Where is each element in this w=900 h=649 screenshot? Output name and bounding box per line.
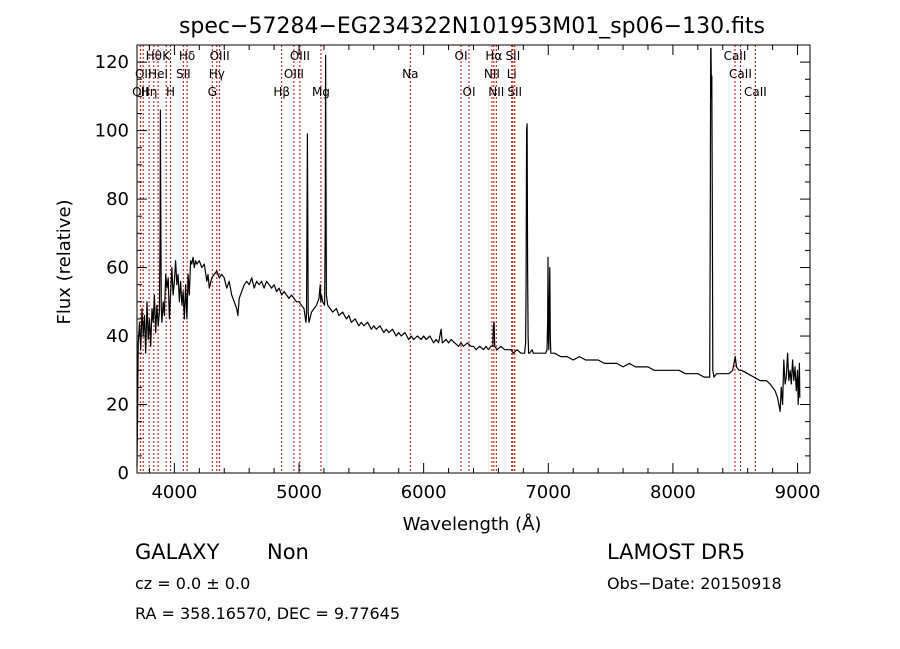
line-label-15: Mg <box>312 85 330 99</box>
plot-frame <box>136 44 811 474</box>
line-label-8: SII <box>176 67 191 81</box>
y-tick-label-4: 80 <box>106 189 129 210</box>
x-tick-label-1: 5000 <box>276 482 322 503</box>
y-axis: 0 20 40 60 80 100 120 <box>95 44 810 484</box>
object-subclass: Non <box>267 540 309 564</box>
redshift-cz: cz = 0.0 ± 0.0 <box>135 574 251 593</box>
x-axis: 4000 5000 6000 7000 8000 9000 <box>148 45 821 503</box>
line-label-16: Na <box>402 67 418 81</box>
x-tick-label-0: 4000 <box>151 482 197 503</box>
survey-name: LAMOST DR5 <box>607 540 746 564</box>
line-label-21: NII <box>488 85 504 99</box>
line-label-2: Hη <box>141 85 158 99</box>
line-label-11: OIII <box>210 49 230 63</box>
line-label-3: Hθ <box>146 49 162 63</box>
line-label-12: Hβ <box>273 85 290 99</box>
line-label-10: Hγ <box>209 67 225 81</box>
x-tick-label-4: 8000 <box>650 482 696 503</box>
spectral-line-markers <box>139 45 756 473</box>
spectral-line-labels: OIIOIIHηHθHeIKHHδSIIGHγOIIIHβOIIIOIIIMgN… <box>132 49 767 99</box>
observation-date: Obs−Date: 20150918 <box>607 574 782 593</box>
x-axis-label: Wavelength (Å) <box>403 513 542 535</box>
line-label-7: Hδ <box>179 49 195 63</box>
y-axis-label: Flux (relative) <box>54 199 75 324</box>
line-label-25: CaII <box>724 49 747 63</box>
x-tick-label-3: 7000 <box>525 482 571 503</box>
line-label-20: Hα <box>485 49 502 63</box>
line-label-4: HeI <box>148 67 168 81</box>
chart-title: spec−57284−EG234322N101953M01_sp06−130.f… <box>179 14 765 39</box>
object-class: GALAXY <box>135 540 220 564</box>
line-label-6: H <box>166 85 175 99</box>
y-tick-label-5: 100 <box>95 121 129 142</box>
line-label-9: G <box>208 85 217 99</box>
line-label-18: OI <box>463 85 476 99</box>
line-label-19: NII <box>484 67 500 81</box>
y-tick-label-2: 40 <box>106 326 129 347</box>
y-tick-label-3: 60 <box>106 258 129 279</box>
line-label-14: OIII <box>290 49 310 63</box>
line-label-27: CaII <box>744 85 767 99</box>
y-tick-label-6: 120 <box>95 52 129 73</box>
spectrum-series-line <box>136 47 801 467</box>
line-label-23: SII <box>506 49 521 63</box>
line-label-13: OIII <box>284 67 304 81</box>
line-label-24: SII <box>507 85 522 99</box>
y-tick-label-1: 20 <box>106 395 129 416</box>
line-label-5: K <box>162 49 171 63</box>
y-tick-label-0: 0 <box>118 463 129 484</box>
x-tick-label-5: 9000 <box>775 482 821 503</box>
line-label-1: OII <box>135 67 152 81</box>
line-label-0: OII <box>132 85 149 99</box>
x-tick-label-2: 6000 <box>401 482 447 503</box>
line-label-22: Li <box>507 67 517 81</box>
line-label-26: CaII <box>729 67 752 81</box>
line-label-17: OI <box>455 49 468 63</box>
coordinates: RA = 358.16570, DEC = 9.77645 <box>135 604 401 623</box>
